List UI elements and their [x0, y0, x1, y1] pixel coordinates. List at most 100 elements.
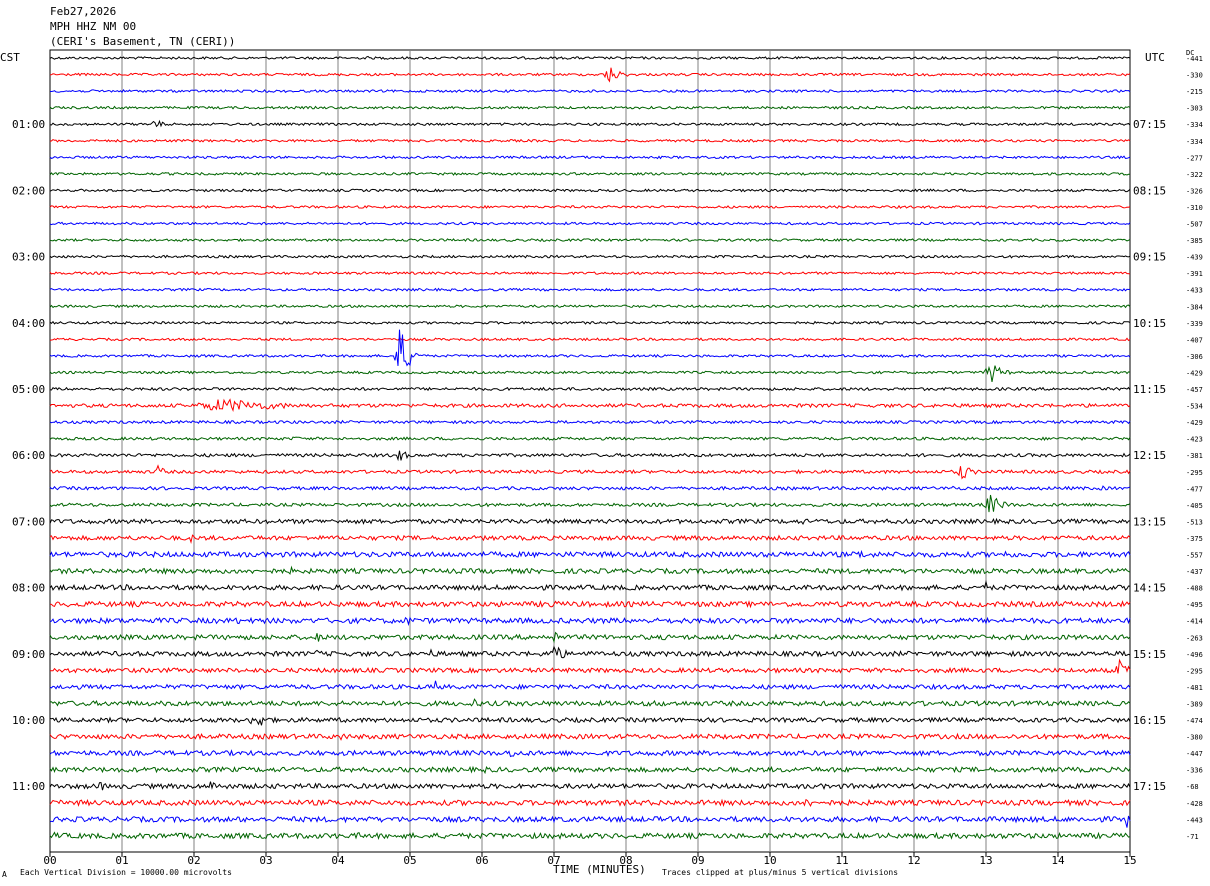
x-tick-label: 12 — [907, 854, 920, 867]
dc-offset-value: -384 — [1186, 303, 1203, 311]
x-tick-label: 03 — [259, 854, 272, 867]
trace-line — [49, 155, 1131, 160]
dc-offset-value: -306 — [1186, 353, 1203, 361]
right-hour-label: 10:15 — [1133, 317, 1166, 330]
dc-offset-value: -263 — [1186, 634, 1203, 642]
dc-offset-value: -496 — [1186, 651, 1203, 659]
dc-offset-value: -375 — [1186, 535, 1203, 543]
dc-offset-value: -437 — [1186, 568, 1203, 576]
x-axis-title: TIME (MINUTES) — [553, 863, 646, 876]
left-hour-label: 04:00 — [12, 317, 45, 330]
dc-offset-value: -477 — [1186, 485, 1203, 493]
dc-offset-value: -381 — [1186, 452, 1203, 460]
footer-corner-mark: A — [2, 870, 7, 879]
x-tick-label: 11 — [835, 854, 848, 867]
left-hour-label: 06:00 — [12, 449, 45, 462]
plot-frame — [49, 49, 1131, 853]
dc-offset-value: -407 — [1186, 336, 1203, 344]
trace-line — [49, 565, 1131, 575]
right-hour-label: 16:15 — [1133, 714, 1166, 727]
dc-offset-value: -330 — [1186, 72, 1203, 80]
trace-line — [49, 398, 1131, 413]
x-tick-label: 13 — [979, 854, 992, 867]
trace-line — [49, 287, 1131, 292]
dc-offset-value: -339 — [1186, 320, 1203, 328]
dc-offset-value: -389 — [1186, 700, 1203, 708]
left-hour-label: 03:00 — [12, 251, 45, 264]
right-hour-label: 15:15 — [1133, 648, 1166, 661]
right-hour-label: 08:15 — [1133, 184, 1166, 197]
trace-line — [49, 221, 1131, 226]
trace-line — [49, 271, 1131, 276]
dc-offset-value: -303 — [1186, 105, 1203, 113]
trace-line — [49, 494, 1131, 513]
trace-line — [49, 329, 1131, 367]
dc-offset-value: -295 — [1186, 667, 1203, 675]
left-hour-label: 02:00 — [12, 184, 45, 197]
trace-line — [49, 386, 1131, 392]
dc-offset-value: -429 — [1186, 369, 1203, 377]
x-tick-label: 07 — [547, 854, 560, 867]
x-tick-label: 15 — [1123, 854, 1136, 867]
right-hour-label: 12:15 — [1133, 449, 1166, 462]
dc-offset-value: -215 — [1186, 88, 1203, 96]
left-hour-label: 08:00 — [12, 582, 45, 595]
left-hour-label: 09:00 — [12, 648, 45, 661]
trace-line — [49, 645, 1131, 659]
trace-line — [49, 600, 1131, 609]
x-axis-ticks: 00 01 02 03 04 05 06 07 08 09 10 11 12 13 14 15 — [43, 852, 1137, 867]
dc-offset-value: -322 — [1186, 171, 1203, 179]
right-hour-label: 17:15 — [1133, 780, 1166, 793]
dc-offset-value: -391 — [1186, 270, 1203, 278]
dc-offset-label: DC — [1186, 49, 1195, 57]
trace-line — [49, 616, 1131, 627]
dc-offset-value: -277 — [1186, 154, 1203, 162]
trace-line — [49, 320, 1131, 325]
dc-offset-value: -71 — [1186, 833, 1199, 841]
trace-line — [49, 517, 1131, 526]
left-timezone-label: CST — [0, 51, 20, 64]
x-tick-label: 05 — [403, 854, 416, 867]
dc-offset-value: -295 — [1186, 469, 1203, 477]
left-hour-label: 01:00 — [12, 118, 45, 131]
dc-offset-value: -507 — [1186, 221, 1203, 229]
x-tick-label: 10 — [763, 854, 776, 867]
dc-offset-value: -334 — [1186, 138, 1203, 146]
trace-line — [49, 716, 1131, 726]
x-tick-label: 04 — [331, 854, 345, 867]
right-hour-label: 09:15 — [1133, 251, 1166, 264]
trace-line — [49, 419, 1131, 425]
trace-line — [49, 450, 1131, 462]
trace-line — [49, 579, 1131, 592]
dc-offset-value: -405 — [1186, 502, 1203, 510]
trace-line — [49, 798, 1131, 808]
dc-offset-value: -334 — [1186, 121, 1203, 129]
dc-offset-value: -428 — [1186, 800, 1203, 808]
trace-line — [49, 765, 1131, 775]
right-hour-label: 13:15 — [1133, 515, 1166, 528]
trace-line — [49, 171, 1131, 176]
trace-line — [49, 365, 1131, 382]
trace-line — [49, 698, 1131, 708]
trace-line — [49, 67, 1131, 83]
x-tick-label: 02 — [187, 854, 200, 867]
dc-offset-value: -433 — [1186, 287, 1203, 295]
trace-line — [49, 464, 1131, 480]
grid-lines — [49, 49, 1131, 853]
seismic-traces — [49, 55, 1131, 841]
dc-offset-value: -68 — [1186, 783, 1199, 791]
right-timezone-label: UTC — [1145, 51, 1165, 64]
footer-clip-note: Traces clipped at plus/minus 5 vertical … — [662, 868, 899, 877]
header-location: (CERI's Basement, TN (CERI)) — [50, 35, 236, 48]
dc-offset-value: -326 — [1186, 187, 1203, 195]
dc-offset-value: -310 — [1186, 204, 1203, 212]
trace-line — [49, 119, 1131, 128]
dc-offset-value: -443 — [1186, 816, 1203, 824]
x-tick-label: 00 — [43, 854, 56, 867]
trace-line — [49, 781, 1131, 791]
footer-scale-note: Each Vertical Division = 10000.00 microv… — [20, 868, 232, 877]
trace-line — [49, 237, 1131, 243]
trace-line — [49, 105, 1131, 110]
x-tick-label: 01 — [115, 854, 128, 867]
